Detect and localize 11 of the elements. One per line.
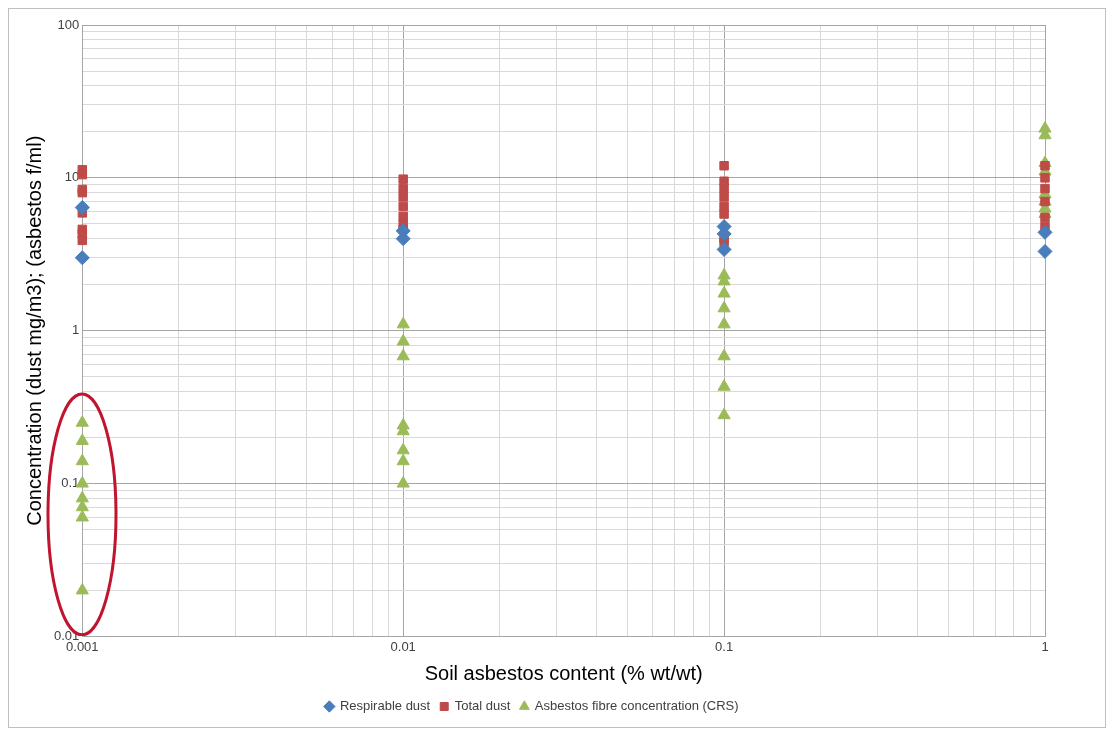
y-axis-title: Concentration (dust mg/m3); (asbestos f/ml) — [22, 135, 45, 526]
legend-label: Total dust — [454, 698, 511, 714]
y-tick-label: 100 — [57, 16, 80, 32]
x-tick-label: 0.1 — [715, 638, 734, 654]
x-tick-label: 0.01 — [390, 638, 416, 654]
legend-label: Asbestos fibre concentration (CRS) — [534, 698, 739, 714]
x-axis-title: Soil asbestos content (% wt/wt) — [424, 661, 703, 684]
y-tick-label: 1 — [72, 322, 80, 338]
y-tick-label: 10 — [64, 169, 80, 185]
legend-label: Respirable dust — [339, 698, 431, 714]
x-tick-label: 1 — [1041, 638, 1049, 654]
